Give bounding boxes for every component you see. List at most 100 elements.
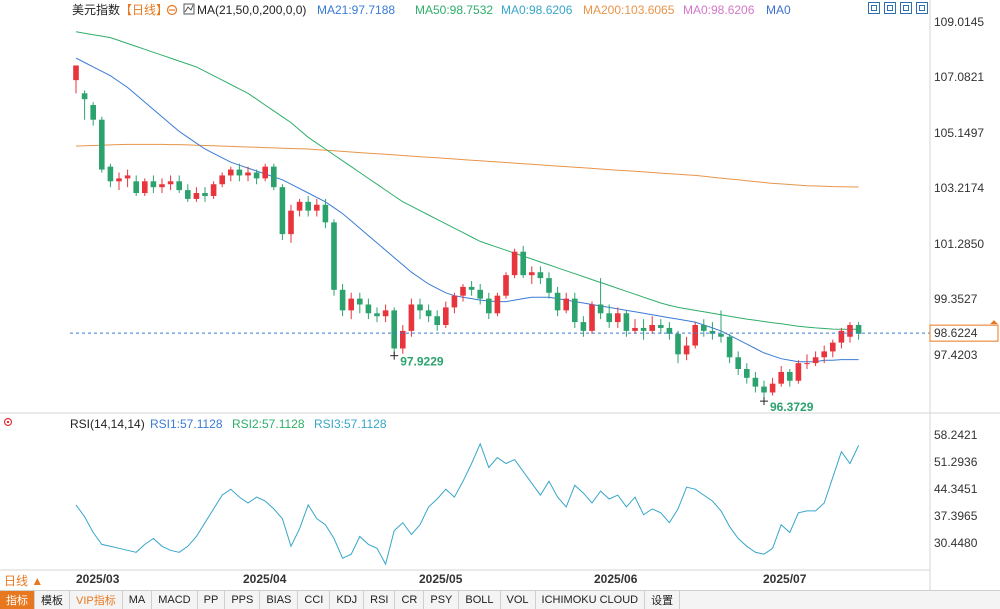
x-tick-label: 2025/04 [243,572,287,586]
candle [632,319,638,334]
candle [305,195,311,217]
candle-body [236,169,243,176]
candle [159,178,165,194]
candle-body [271,166,277,188]
candle [253,169,260,185]
candle-body [589,304,595,331]
candle-body [417,304,423,311]
candle-body [382,310,389,317]
crosshair-icon[interactable] [868,2,880,14]
toolbar-cr[interactable]: CR [395,591,425,609]
candle [778,366,784,387]
candle-body [855,325,862,334]
candle-body [718,333,724,337]
toolbar-ichimoku[interactable]: ICHIMOKU CLOUD [536,591,646,609]
settings-toggle-icon[interactable] [166,4,178,16]
candle [752,371,759,393]
candle [331,219,337,296]
candle-body [339,289,346,311]
candle [580,316,587,337]
candle-body [314,204,320,211]
candle-body [503,275,509,296]
candle [640,319,647,340]
candle-body [253,172,260,179]
toolbar-boll[interactable]: BOLL [459,591,501,609]
fit-icon[interactable] [884,2,896,14]
candle-body [133,181,139,194]
rsi-tick-label: 58.2421 [934,428,978,442]
candle-body [537,272,544,279]
toolbar-psy[interactable]: PSY [424,591,460,609]
candle-body [245,172,251,176]
toolbar-settings[interactable]: 设置 [645,591,681,609]
candle-body [81,93,88,100]
candle-body [142,181,148,194]
toolbar-pp[interactable]: PP [198,591,226,609]
candle-body [202,193,208,196]
candle [615,307,621,328]
x-tick-label: 2025/07 [763,572,807,586]
candle [219,172,225,188]
candle [417,298,423,320]
toolbar-kdj[interactable]: KDJ [330,591,365,609]
toolbar-pps[interactable]: PPS [225,591,261,609]
candle [718,310,724,343]
candle [288,204,294,243]
candle-body [176,181,182,191]
candle-body [460,286,466,296]
candle [322,198,329,229]
candle [546,272,552,299]
toolbar-vip-indicators[interactable]: VIP指标 [70,591,123,609]
candle-body [683,345,690,355]
candle [150,175,157,194]
ma0-value: MA0:98.6206 [501,3,573,17]
candle [176,175,182,194]
ma0-value-2: MA0:98.6206 [683,3,755,17]
candle [348,292,354,320]
candle [365,298,372,320]
candle [735,351,741,375]
candle-body [606,313,612,323]
toolbar-indicators[interactable]: 指标 [0,591,35,609]
candle [486,292,492,320]
candle-body [331,222,337,290]
candle [185,184,191,202]
candle [701,319,707,337]
ma50-line-group [75,31,859,330]
toolbar-vol[interactable]: VOL [501,591,536,609]
candle [675,330,681,364]
price-tick-label: 101.2850 [934,237,984,251]
zoom-icon[interactable] [900,2,912,14]
price-up-arrow-icon [990,320,998,325]
candle [90,102,96,126]
toolbar-cci[interactable]: CCI [298,591,331,609]
candle [537,266,544,284]
candle [709,322,716,340]
rsi-settings-icon[interactable] [3,417,13,427]
candle-body [778,371,784,384]
candle [769,377,776,396]
candle [572,292,578,328]
toolbar-templates[interactable]: 模板 [35,591,70,609]
candle-body [374,313,380,317]
candle-body [408,304,415,331]
candle [400,325,406,354]
candle [649,316,655,334]
candle [563,292,569,314]
ma200-line [75,143,859,188]
candle-body [210,184,217,196]
candle [73,65,79,94]
candle [804,354,810,370]
toolbar-bias[interactable]: BIAS [260,591,299,609]
toolbar-macd[interactable]: MACD [152,591,198,609]
fullscreen-icon[interactable] [916,2,928,14]
candle-body [219,175,225,185]
candle-body [228,169,234,176]
candle [339,283,346,317]
candle-body [769,383,776,393]
toolbar-ma[interactable]: MA [123,591,153,609]
toolbar-rsi[interactable]: RSI [364,591,396,609]
period-selector[interactable]: 日线 ▲ [0,572,48,589]
candle-body [554,292,561,311]
ma50-value: MA50:98.7532 [415,3,493,17]
